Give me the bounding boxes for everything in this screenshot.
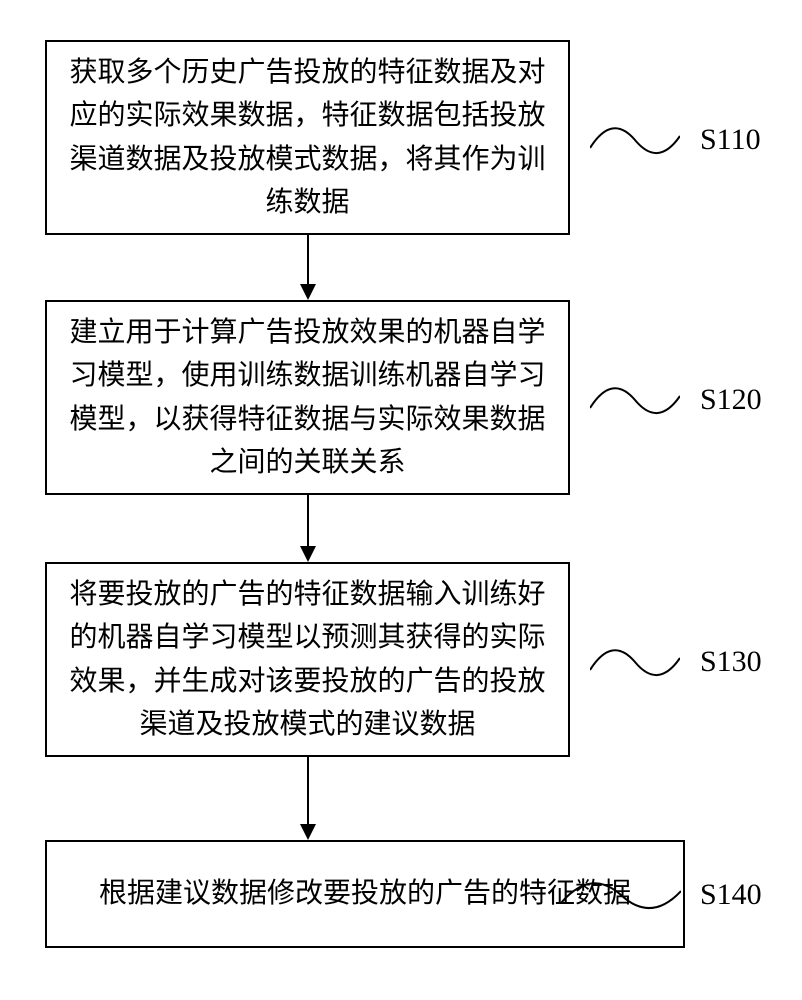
- step-text-s140: 根据建议数据修改要投放的广告的特征数据: [99, 872, 631, 915]
- step-label-s130: S130: [700, 645, 762, 679]
- step-text-s110: 获取多个历史广告投放的特征数据及对应的实际效果数据，特征数据包括投放渠道数据及投…: [67, 51, 548, 225]
- step-label-s110: S110: [700, 123, 761, 157]
- arrow-head-s110-s120: [300, 284, 316, 300]
- step-box-s110: 获取多个历史广告投放的特征数据及对应的实际效果数据，特征数据包括投放渠道数据及投…: [45, 40, 570, 235]
- curly-connector-s140: [561, 873, 681, 918]
- curly-connector-s120: [590, 378, 680, 423]
- arrow-s130-s140: [307, 757, 309, 824]
- flowchart-canvas: 获取多个历史广告投放的特征数据及对应的实际效果数据，特征数据包括投放渠道数据及投…: [0, 0, 802, 1000]
- arrow-head-s130-s140: [300, 824, 316, 840]
- step-label-s120: S120: [700, 383, 762, 417]
- curly-connector-s110: [590, 118, 680, 163]
- step-label-s140: S140: [700, 878, 762, 912]
- step-box-s130: 将要投放的广告的特征数据输入训练好的机器自学习模型以预测其获得的实际效果，并生成…: [45, 562, 570, 757]
- step-box-s120: 建立用于计算广告投放效果的机器自学习模型，使用训练数据训练机器自学习模型，以获得…: [45, 300, 570, 495]
- step-text-s120: 建立用于计算广告投放效果的机器自学习模型，使用训练数据训练机器自学习模型，以获得…: [67, 311, 548, 485]
- arrow-s110-s120: [307, 235, 309, 284]
- step-text-s130: 将要投放的广告的特征数据输入训练好的机器自学习模型以预测其获得的实际效果，并生成…: [67, 573, 548, 747]
- arrow-head-s120-s130: [300, 546, 316, 562]
- arrow-s120-s130: [307, 495, 309, 546]
- curly-connector-s130: [590, 640, 680, 685]
